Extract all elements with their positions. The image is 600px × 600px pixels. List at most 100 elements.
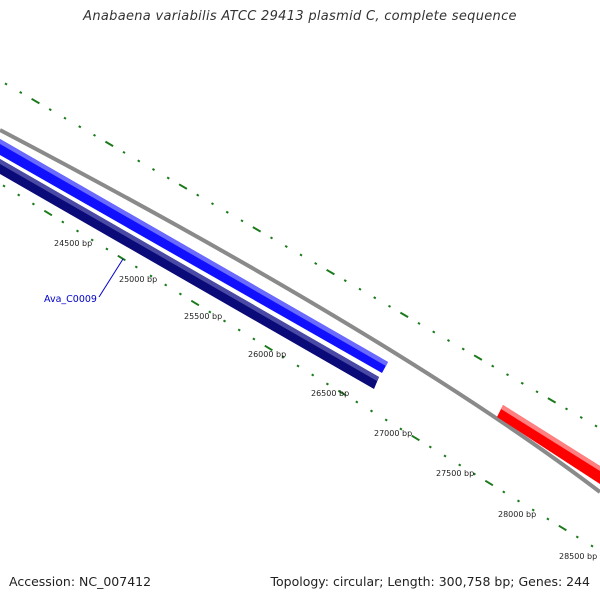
- scale-label: 25000 bp: [119, 275, 157, 284]
- minor-tick: [90, 238, 94, 242]
- minor-tick: [284, 244, 288, 248]
- outer-tick-ring: [4, 82, 598, 428]
- minor-tick: [358, 287, 362, 291]
- major-tick: [399, 311, 409, 318]
- scale-label: 24500 bp: [54, 239, 92, 248]
- minor-tick: [472, 472, 476, 476]
- minor-tick: [387, 304, 392, 308]
- minor-tick: [531, 508, 535, 512]
- minor-tick: [590, 544, 594, 548]
- minor-tick: [369, 409, 374, 413]
- gene-label-ava-c0009[interactable]: Ava_C0009: [44, 294, 97, 305]
- major-tick: [43, 209, 53, 217]
- major-tick: [484, 479, 494, 487]
- minor-tick: [325, 382, 329, 386]
- major-tick: [104, 140, 114, 147]
- major-tick: [117, 254, 126, 262]
- major-tick: [178, 183, 188, 190]
- major-tick: [264, 344, 273, 352]
- minor-tick: [458, 463, 462, 467]
- gene-label-leader: [98, 258, 124, 298]
- scale-label: 26000 bp: [248, 350, 286, 359]
- minor-tick: [428, 445, 432, 449]
- gene-red-forward[interactable]: [497, 405, 600, 484]
- scale-label: 28000 bp: [498, 510, 536, 519]
- minor-tick: [579, 415, 583, 419]
- minor-tick: [505, 373, 510, 377]
- minor-tick: [196, 193, 200, 197]
- minor-tick: [502, 490, 506, 494]
- major-tick: [337, 389, 347, 397]
- major-tick: [411, 434, 420, 442]
- scale-label: 28500 bp: [559, 552, 597, 561]
- minor-tick: [535, 390, 539, 394]
- minor-tick: [240, 219, 244, 223]
- scale-label: 27500 bp: [436, 469, 474, 478]
- minor-tick: [311, 373, 315, 377]
- minor-tick: [19, 91, 23, 95]
- minor-tick: [17, 193, 21, 197]
- major-tick: [31, 97, 40, 105]
- minor-tick: [105, 247, 109, 251]
- minor-tick: [520, 381, 524, 385]
- minor-tick: [269, 236, 274, 240]
- map-title: Anabaena variabilis ATCC 29413 plasmid C…: [83, 9, 517, 24]
- minor-tick: [443, 454, 447, 458]
- minor-tick: [210, 202, 215, 206]
- minor-tick: [78, 125, 82, 129]
- minor-tick: [63, 116, 67, 120]
- gene-highlight: [501, 405, 600, 471]
- minor-tick: [281, 355, 285, 359]
- topology-summary: Topology: circular; Length: 300,758 bp; …: [270, 574, 591, 589]
- minor-tick: [137, 159, 141, 163]
- minor-tick: [122, 150, 126, 154]
- minor-tick: [31, 202, 35, 206]
- major-tick: [252, 226, 262, 233]
- minor-tick: [134, 265, 138, 269]
- accession-text: Accession: NC_007412: [9, 574, 152, 589]
- minor-tick: [92, 133, 97, 137]
- gene-highlight: [0, 159, 379, 381]
- minor-tick: [61, 220, 65, 224]
- minor-tick: [164, 283, 168, 287]
- minor-tick: [151, 168, 156, 171]
- major-tick: [473, 354, 483, 361]
- minor-tick: [4, 82, 8, 86]
- minor-tick: [564, 407, 569, 411]
- minor-tick: [373, 296, 377, 300]
- minor-tick: [432, 330, 436, 334]
- plasmid-backbone: [0, 128, 600, 494]
- minor-tick: [237, 328, 241, 332]
- minor-tick: [314, 262, 318, 266]
- major-tick: [558, 524, 567, 532]
- minor-tick: [48, 108, 52, 112]
- minor-tick: [166, 176, 170, 180]
- minor-tick: [461, 347, 465, 351]
- minor-tick: [546, 517, 550, 521]
- minor-tick: [399, 427, 403, 431]
- major-tick: [326, 268, 335, 276]
- major-tick: [190, 299, 200, 307]
- minor-tick: [299, 253, 303, 257]
- minor-tick: [575, 535, 579, 539]
- minor-tick: [208, 310, 212, 314]
- minor-tick: [222, 319, 227, 323]
- minor-tick: [149, 274, 153, 278]
- major-tick: [547, 397, 557, 404]
- scale-label: 26500 bp: [311, 389, 349, 398]
- minor-tick: [516, 499, 521, 503]
- minor-tick: [178, 292, 182, 296]
- minor-tick: [355, 400, 359, 404]
- minor-tick: [252, 337, 256, 341]
- minor-tick: [594, 424, 598, 428]
- minor-tick: [491, 364, 495, 368]
- scale-label: 25500 bp: [184, 312, 222, 321]
- gene-highlight: [0, 139, 388, 366]
- minor-tick: [225, 210, 229, 214]
- minor-tick: [75, 229, 80, 233]
- scale-labels: 24500 bp 25000 bp 25500 bp 26000 bp 2650…: [54, 239, 597, 561]
- minor-tick: [2, 184, 6, 188]
- minor-tick: [446, 339, 451, 342]
